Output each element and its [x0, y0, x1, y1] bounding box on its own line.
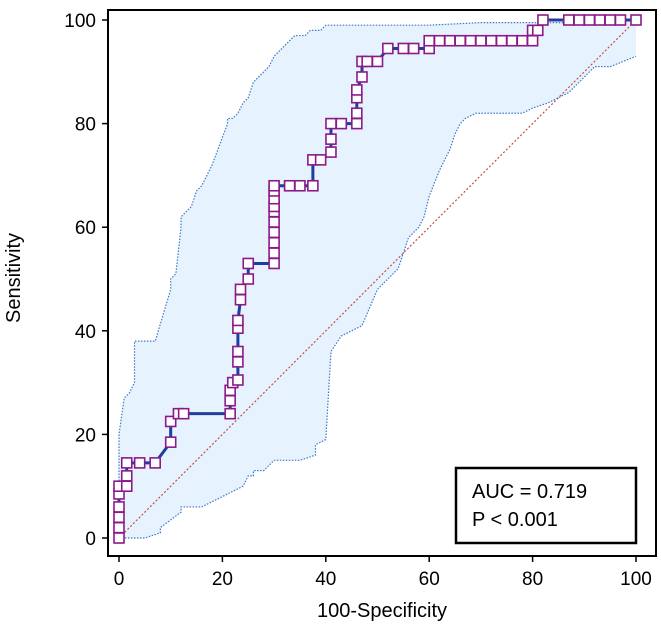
roc-point — [314, 154, 327, 166]
roc-point — [268, 247, 280, 259]
roc-point — [351, 117, 363, 130]
roc-point — [485, 34, 498, 47]
roc-point — [537, 14, 549, 26]
y-tick-label: 20 — [75, 425, 96, 446]
axis-ticks: 0 20 40 60 80 100 0 20 40 60 80 100 — [64, 11, 652, 590]
roc-point — [423, 34, 436, 47]
plot-frame — [107, 9, 657, 557]
roc-point — [232, 356, 244, 368]
roc-point — [294, 179, 306, 192]
y-tick-label: 40 — [75, 322, 96, 343]
roc-point — [113, 532, 125, 544]
roc-point — [232, 374, 244, 386]
roc-point — [630, 14, 642, 26]
roc-point — [335, 117, 348, 130]
roc-point — [526, 34, 539, 47]
x-tick-label: 40 — [315, 569, 336, 590]
annotation-frame — [454, 466, 638, 545]
x-tick-label: 20 — [212, 569, 233, 590]
y-tick-label: 0 — [85, 529, 96, 550]
roc-point — [325, 133, 337, 145]
reference-line — [118, 19, 637, 539]
roc-point — [133, 457, 146, 469]
roc-point — [433, 34, 446, 47]
x-tick-label: 100 — [620, 569, 652, 590]
roc-point — [614, 14, 627, 26]
roc-point — [268, 236, 280, 249]
roc-point — [224, 407, 236, 420]
roc-point — [594, 14, 606, 26]
roc-point — [268, 257, 280, 270]
roc-point — [164, 436, 177, 448]
roc-point — [234, 283, 247, 296]
roc-point — [307, 179, 319, 192]
roc-point — [495, 34, 508, 47]
y-axis-title: Sensitivity — [3, 233, 25, 323]
roc-point — [113, 501, 125, 513]
roc-point — [120, 470, 133, 482]
roc-point — [397, 42, 410, 55]
x-tick-label: 80 — [522, 569, 543, 590]
roc-point — [234, 293, 247, 306]
roc-point — [242, 273, 255, 285]
roc-point — [583, 14, 596, 26]
roc-point — [444, 34, 456, 47]
roc-point — [516, 34, 529, 47]
roc-point — [120, 457, 133, 469]
roc-point — [506, 34, 518, 47]
roc-point — [268, 226, 280, 239]
roc-point — [177, 407, 190, 420]
roc-point — [604, 14, 616, 26]
ci-lower-line — [119, 55, 637, 539]
roc-point — [325, 146, 337, 158]
roc-point — [268, 179, 280, 192]
roc-point — [268, 216, 280, 228]
roc-point — [164, 415, 177, 428]
roc-point — [361, 55, 373, 68]
reference-line-group — [118, 19, 637, 539]
roc-point — [224, 394, 236, 407]
roc-point — [371, 55, 384, 68]
roc-point — [351, 107, 363, 120]
roc-point — [562, 14, 575, 26]
roc-point — [407, 42, 420, 55]
y-tick-label: 80 — [75, 115, 96, 136]
roc-point — [232, 345, 244, 358]
x-tick-label: 0 — [114, 569, 125, 590]
roc-point — [475, 34, 487, 47]
x-axis-title: 100-Specificity — [317, 600, 447, 622]
p-value-label: P < 0.001 — [472, 509, 558, 531]
roc-point — [325, 117, 337, 130]
roc-point — [454, 34, 467, 47]
roc-point — [464, 34, 477, 47]
roc-point — [351, 84, 363, 96]
roc-point — [113, 511, 125, 524]
roc-point — [283, 179, 296, 192]
roc-point — [382, 42, 394, 55]
y-tick-label: 100 — [64, 11, 96, 32]
y-tick-label: 60 — [75, 218, 96, 239]
auc-label: AUC = 0.719 — [472, 481, 587, 503]
ci-upper-line — [118, 19, 637, 538]
roc-point — [242, 257, 255, 270]
roc-markers — [113, 14, 642, 544]
x-tick-label: 60 — [419, 569, 440, 590]
roc-point — [573, 14, 585, 26]
roc-point — [356, 71, 368, 83]
roc-point — [120, 480, 133, 493]
roc-point — [113, 521, 125, 534]
annotation-box: AUC = 0.719 P < 0.001 — [454, 466, 638, 545]
roc-point — [149, 457, 161, 469]
roc-point — [531, 24, 544, 37]
roc-point — [232, 314, 244, 327]
